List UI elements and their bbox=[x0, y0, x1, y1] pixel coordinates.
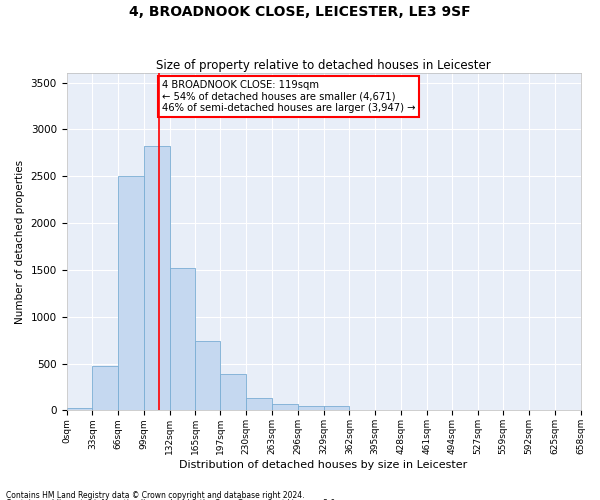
Y-axis label: Number of detached properties: Number of detached properties bbox=[15, 160, 25, 324]
Bar bbox=[272, 404, 298, 410]
Bar bbox=[170, 268, 196, 410]
Text: Contains public sector information licensed under the Open Government Licence v3: Contains public sector information licen… bbox=[6, 499, 338, 500]
Bar bbox=[196, 341, 220, 410]
Bar bbox=[92, 366, 118, 410]
Text: Contains HM Land Registry data © Crown copyright and database right 2024.: Contains HM Land Registry data © Crown c… bbox=[6, 490, 305, 500]
X-axis label: Distribution of detached houses by size in Leicester: Distribution of detached houses by size … bbox=[179, 460, 467, 470]
Bar bbox=[220, 374, 246, 410]
Bar bbox=[323, 406, 349, 410]
Title: Size of property relative to detached houses in Leicester: Size of property relative to detached ho… bbox=[156, 59, 491, 72]
Text: 4, BROADNOOK CLOSE, LEICESTER, LE3 9SF: 4, BROADNOOK CLOSE, LEICESTER, LE3 9SF bbox=[129, 5, 471, 19]
Bar bbox=[144, 146, 170, 410]
Bar bbox=[118, 176, 144, 410]
Bar bbox=[246, 398, 272, 410]
Text: 4 BROADNOOK CLOSE: 119sqm
← 54% of detached houses are smaller (4,671)
46% of se: 4 BROADNOOK CLOSE: 119sqm ← 54% of detac… bbox=[162, 80, 415, 113]
Bar bbox=[298, 406, 323, 410]
Bar bbox=[67, 408, 92, 410]
